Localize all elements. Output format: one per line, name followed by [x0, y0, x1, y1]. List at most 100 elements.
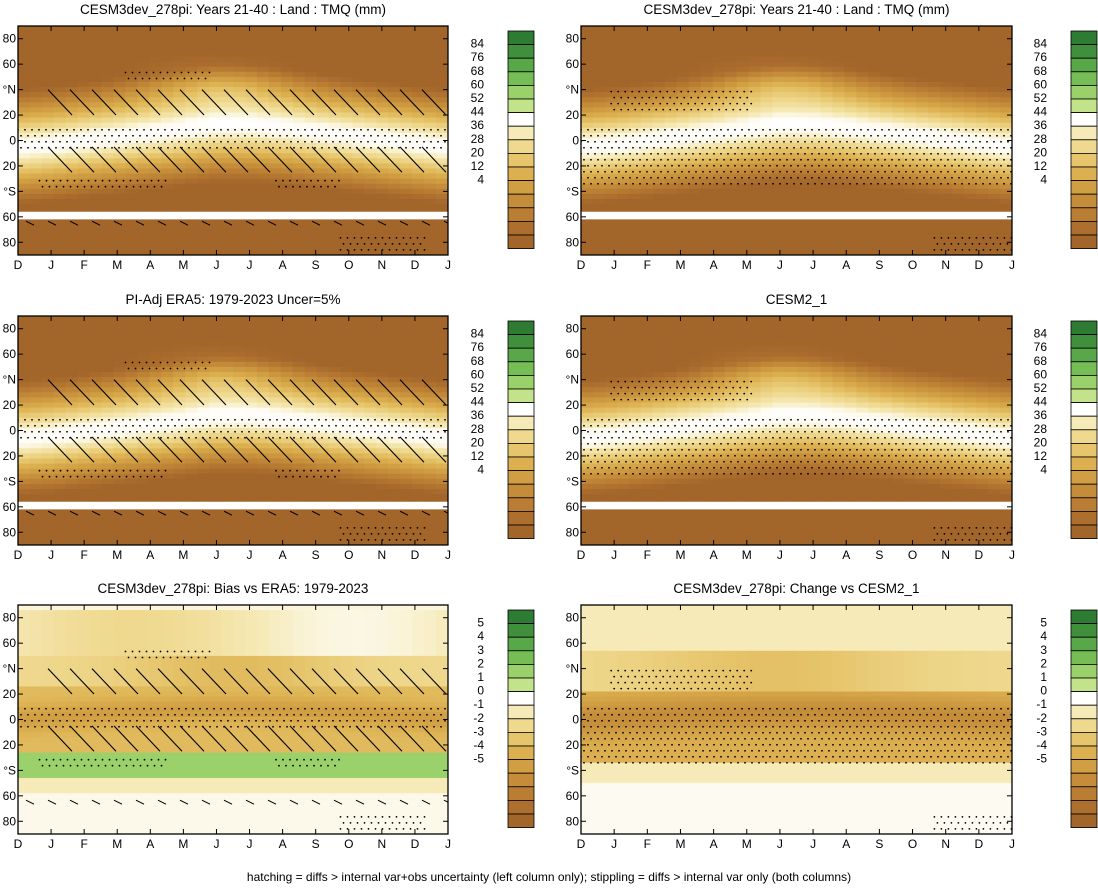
field-cell	[125, 224, 139, 231]
field-cell	[364, 117, 377, 124]
field-cell	[412, 361, 425, 368]
field-cell	[616, 168, 630, 175]
field-cell	[376, 219, 389, 226]
stipple-dot	[590, 170, 592, 173]
stipple-dot	[912, 170, 914, 173]
field-cell	[209, 117, 222, 124]
stipple-dot	[975, 237, 978, 239]
field-cell	[280, 87, 294, 93]
stipple-dot	[916, 140, 918, 143]
field-cell	[424, 117, 437, 124]
field-cell	[364, 224, 377, 231]
field-cell	[856, 56, 869, 63]
field-cell	[904, 81, 917, 88]
stipple-dot	[208, 71, 211, 74]
field-cell	[328, 234, 342, 241]
field-cell	[712, 178, 726, 185]
field-cell	[244, 249, 258, 255]
field-cell	[976, 92, 989, 98]
field-cell	[65, 46, 79, 53]
field-cell	[18, 346, 31, 353]
field-cell	[832, 234, 845, 241]
field-cell	[772, 97, 786, 103]
stipple-dot	[664, 176, 666, 179]
stipple-dot	[919, 146, 921, 149]
field-cell	[952, 97, 965, 103]
field-cell	[412, 51, 425, 58]
field-cell	[760, 102, 774, 109]
field-cell	[316, 31, 330, 37]
field-cell	[18, 173, 31, 180]
field-cell	[712, 168, 726, 175]
field-cell	[376, 143, 389, 149]
field-cell	[352, 143, 365, 149]
stipple-dot	[744, 182, 746, 185]
field-cell	[412, 81, 425, 88]
stipple-dot	[206, 128, 208, 131]
field-cell	[209, 56, 222, 63]
field-cell	[616, 219, 630, 226]
field-cell	[940, 143, 953, 149]
field-cell	[209, 122, 222, 129]
field-cell	[280, 168, 294, 175]
field-cell	[688, 229, 702, 236]
field-cell	[832, 36, 845, 42]
field-cell	[388, 71, 401, 78]
field-cell	[880, 163, 893, 170]
stipple-dot	[159, 71, 162, 74]
field-cell	[221, 326, 234, 332]
field-cell	[868, 199, 881, 205]
field-cell	[640, 153, 654, 159]
field-cell	[316, 249, 330, 255]
field-cell	[808, 122, 822, 129]
field-cell	[149, 239, 162, 246]
field-cell	[197, 148, 210, 154]
field-cell	[280, 239, 294, 246]
stipple-dot	[783, 140, 785, 143]
field-cell	[964, 204, 977, 210]
field-cell	[65, 249, 79, 255]
field-cell	[77, 229, 91, 236]
field-cell	[640, 137, 654, 144]
field-cell	[53, 336, 67, 343]
field-cell	[652, 46, 666, 53]
stipple-dot	[307, 146, 309, 149]
field-cell	[952, 51, 965, 58]
field-cell	[832, 127, 845, 134]
field-cell	[161, 168, 174, 175]
field-cell	[65, 326, 79, 332]
stipple-dot	[846, 176, 848, 179]
field-cell	[784, 249, 798, 255]
field-cell	[125, 97, 139, 103]
field-cell	[412, 234, 425, 241]
field-cell	[376, 361, 389, 368]
field-cell	[233, 112, 246, 119]
field-cell	[244, 183, 258, 190]
field-cell	[149, 168, 162, 175]
field-cell	[868, 127, 881, 134]
field-cell	[892, 204, 905, 210]
field-cell	[424, 36, 437, 42]
field-cell	[41, 239, 55, 246]
field-cell	[209, 168, 222, 175]
field-cell	[316, 51, 330, 58]
field-cell	[868, 173, 881, 180]
stipple-dot	[713, 164, 715, 167]
stipple-dot	[683, 108, 686, 111]
field-cell	[424, 204, 437, 210]
field-cell	[424, 188, 437, 195]
field-cell	[280, 117, 294, 124]
stipple-dot	[874, 164, 876, 167]
stipple-dot	[965, 140, 967, 143]
field-cell	[256, 168, 270, 175]
field-cell	[77, 234, 91, 241]
field-cell	[77, 36, 91, 42]
field-cell	[832, 51, 845, 58]
field-cell	[581, 46, 594, 53]
stipple-dot	[45, 140, 47, 143]
field-cell	[952, 153, 965, 159]
field-cell	[209, 61, 222, 68]
field-cell	[736, 51, 750, 58]
field-cell	[616, 117, 630, 124]
